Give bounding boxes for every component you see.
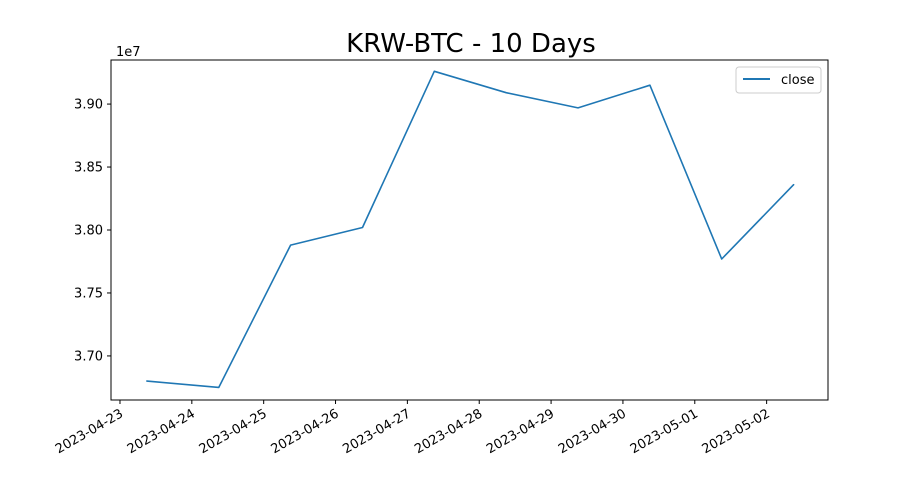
y-tick-label: 3.90 xyxy=(74,98,103,113)
plot-area: 3.70 3.75 3.80 3.85 3.90 2023-04-232023-04-24… xyxy=(53,70,795,457)
series-line-close xyxy=(146,70,795,389)
chart-title: KRW-BTC - 10 Days xyxy=(346,29,596,59)
x-tick-label: 2023-04-28 xyxy=(412,406,485,457)
legend-box xyxy=(735,66,822,94)
x-tick-label: 2023-04-23 xyxy=(53,406,126,457)
legend-label-close: close xyxy=(781,73,814,88)
y-tick-label: 3.75 xyxy=(74,286,103,301)
x-tick-label: 2023-04-30 xyxy=(556,406,629,457)
x-tick-label: 2023-05-01 xyxy=(628,406,701,457)
y-tick-label: 3.80 xyxy=(74,224,103,239)
y-tick-label: 3.70 xyxy=(74,349,103,364)
plot-frame xyxy=(110,59,829,401)
x-tick-label: 2023-04-25 xyxy=(197,406,270,457)
y-axis-offset-label: 1e7 xyxy=(116,45,141,60)
x-tick-label: 2023-04-26 xyxy=(269,406,342,457)
x-tick-label: 2023-04-24 xyxy=(125,406,198,457)
x-tick-label: 2023-04-27 xyxy=(340,406,413,457)
x-tick-label: 2023-04-29 xyxy=(484,406,557,457)
legend: close xyxy=(735,66,822,94)
y-tick-label: 3.85 xyxy=(74,161,103,176)
x-tick-label: 2023-05-02 xyxy=(700,406,773,457)
